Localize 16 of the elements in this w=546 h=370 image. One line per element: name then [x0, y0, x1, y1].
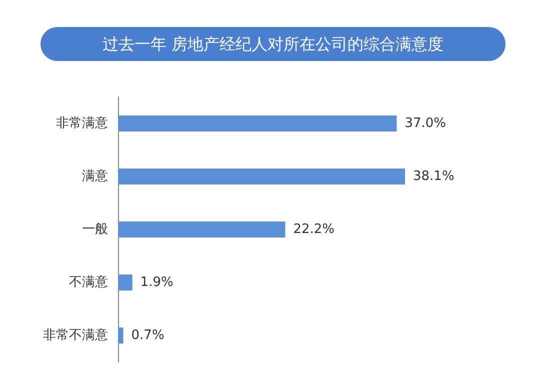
bar: [118, 328, 124, 344]
y-tick-label: 不满意: [69, 275, 108, 290]
y-tick-label: 满意: [82, 169, 108, 184]
data-label: 0.7%: [131, 328, 164, 343]
data-label: 38.1%: [413, 169, 454, 184]
data-label: 22.2%: [293, 222, 335, 237]
bar: [118, 116, 397, 132]
y-tick-label: 一般: [82, 222, 108, 237]
y-tick-label: 非常满意: [56, 116, 108, 131]
bar: [118, 222, 286, 238]
data-label: 1.9%: [140, 275, 174, 290]
data-label: 37.0%: [404, 116, 446, 131]
y-tick-label: 非常不满意: [43, 328, 108, 343]
bar: [118, 168, 405, 184]
chart-title: 过去一年 房地产经纪人对所在公司的综合满意度: [102, 34, 444, 54]
bar: [118, 274, 132, 290]
